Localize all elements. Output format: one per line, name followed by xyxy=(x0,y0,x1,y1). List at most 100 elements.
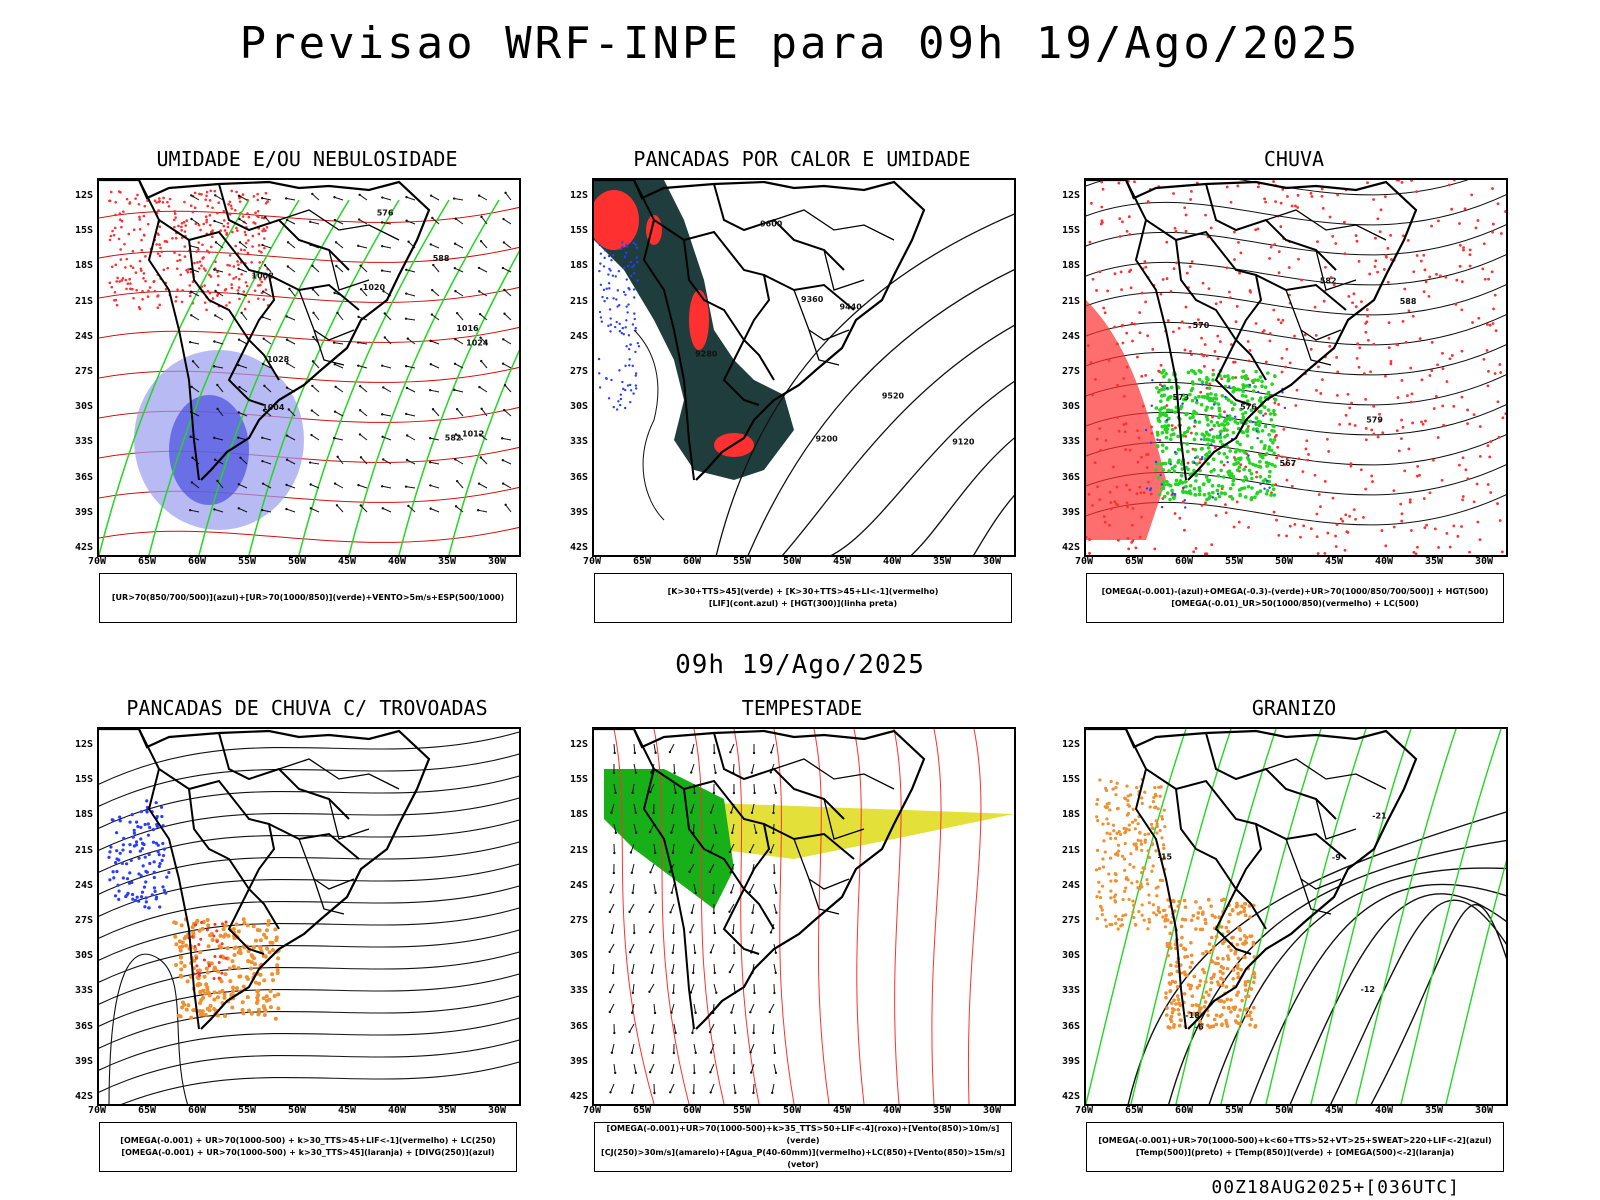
svg-text:-9: -9 xyxy=(1332,853,1341,862)
legend-line: [OMEGA(-0.001) + UR>70(1000-500) + k>30_… xyxy=(120,1136,496,1145)
latitude-tick-label: 27S xyxy=(74,915,93,926)
longitude-tick-label: 35W xyxy=(1424,1105,1444,1116)
longitude-tick-label: 60W xyxy=(187,556,207,567)
longitude-tick-label: 40W xyxy=(1374,1105,1394,1116)
longitude-tick-label: 55W xyxy=(1224,1105,1244,1116)
latitude-tick-label: 18S xyxy=(74,809,93,821)
svg-text:9200: 9200 xyxy=(815,435,838,444)
latitude-tick-label: 39S xyxy=(569,1055,588,1067)
mid-title: 09h 19/Ago/2025 xyxy=(675,650,925,680)
legend-line: [K>30+TTS>45](verde) + [K>30+TTS>45+LI<-… xyxy=(667,587,939,596)
longitude-tick-label: 45W xyxy=(832,556,852,567)
svg-text:588: 588 xyxy=(1400,297,1417,306)
latitude-tick-label: 12S xyxy=(569,739,588,750)
svg-text:567: 567 xyxy=(1280,459,1297,468)
latitude-tick-label: 42S xyxy=(1061,542,1080,553)
legend-line: [CJ(250)>30m/s](amarelo)+[Agua_P(40-60mm… xyxy=(601,1148,1005,1169)
latitude-tick-label: 12S xyxy=(74,739,93,750)
latitude-tick-label: 33S xyxy=(1061,436,1080,448)
latitude-tick-label: 33S xyxy=(569,436,588,448)
latitude-tick-label: 36S xyxy=(569,471,588,483)
longitude-tick-label: 70W xyxy=(87,556,107,567)
panel-title-chuva: CHUVA xyxy=(1263,147,1325,171)
latitude-tick-label: 30S xyxy=(569,401,588,413)
longitude-tick-label: 50W xyxy=(1274,1105,1294,1116)
longitude-tick-label: 70W xyxy=(582,1105,602,1116)
latitude-tick-label: 15S xyxy=(569,774,588,786)
longitude-tick-label: 65W xyxy=(632,556,652,567)
longitude-tick-label: 65W xyxy=(632,1105,652,1116)
latitude-tick-label: 21S xyxy=(74,844,93,856)
longitude-tick-label: 70W xyxy=(1074,556,1094,567)
latitude-tick-label: 33S xyxy=(1061,985,1080,997)
svg-text:1016: 1016 xyxy=(456,324,479,333)
latitude-tick-label: 36S xyxy=(74,471,93,483)
map-plot-granizo: -12 -15 -18 -21 -9 -6 xyxy=(1086,729,1506,1104)
svg-text:582: 582 xyxy=(445,434,462,443)
longitude-tick-label: 60W xyxy=(1174,556,1194,567)
svg-text:-12: -12 xyxy=(1361,985,1375,994)
longitude-tick-label: 35W xyxy=(437,556,457,567)
svg-text:9360: 9360 xyxy=(801,295,824,304)
longitude-tick-label: 60W xyxy=(682,1105,702,1116)
legend-line: [OMEGA(-0.001)-(azul)+OMEGA(-0.3)-(verde… xyxy=(1101,587,1489,596)
latitude-tick-label: 42S xyxy=(569,542,588,553)
map-panel-umidade: 1008 1016 1020 1024 1028 1012 1004 576 582 588 xyxy=(97,178,521,557)
latitude-tick-label: 36S xyxy=(74,1020,93,1032)
longitude-tick-label: 35W xyxy=(932,1105,952,1116)
longitude-tick-label: 50W xyxy=(287,556,307,567)
legend-line: [LIF](cont.azul) + [HGT(300)](linha pret… xyxy=(708,599,898,608)
legend-box-pancadas_calor: [K>30+TTS>45](verde) + [K>30+TTS>45+LI<-… xyxy=(594,573,1012,623)
longitude-tick-label: 45W xyxy=(337,556,357,567)
latitude-tick-label: 21S xyxy=(1061,295,1080,307)
latitude-tick-label: 42S xyxy=(74,1091,93,1102)
latitude-tick-label: 30S xyxy=(1061,401,1080,413)
longitude-tick-label: 70W xyxy=(582,556,602,567)
svg-text:1020: 1020 xyxy=(363,283,386,292)
latitude-tick-label: 42S xyxy=(74,542,93,553)
latitude-tick-label: 21S xyxy=(74,295,93,307)
svg-text:9520: 9520 xyxy=(882,392,905,401)
legend-box-granizo: [OMEGA(-0.001)+UR>70(1000-500)+k<60+TTS>… xyxy=(1086,1122,1504,1172)
longitude-tick-label: 60W xyxy=(1174,1105,1194,1116)
longitude-tick-label: 30W xyxy=(1474,556,1494,567)
longitude-tick-label: 60W xyxy=(187,1105,207,1116)
latitude-tick-label: 24S xyxy=(569,879,588,891)
legend-line: [OMEGA(-0.001)+UR>70(1000-500)+k>35_TTS>… xyxy=(606,1124,1000,1145)
latitude-tick-label: 15S xyxy=(1061,225,1080,237)
map-panel-pancadas_calor: 9600 9520 9440 9360 9280 9200 9120 xyxy=(592,178,1016,557)
panel-title-pancadas_calor: PANCADAS POR CALOR E UMIDADE xyxy=(633,147,971,171)
latitude-tick-label: 33S xyxy=(74,436,93,448)
longitude-tick-label: 45W xyxy=(1324,1105,1344,1116)
latitude-tick-label: 27S xyxy=(1061,915,1080,926)
latitude-tick-label: 18S xyxy=(1061,260,1080,272)
latitude-tick-label: 30S xyxy=(569,950,588,962)
map-panel-tempestade xyxy=(592,727,1016,1106)
legend-line: [OMEGA(-0.001)+UR>70(1000-500)+k<60+TTS>… xyxy=(1098,1136,1492,1145)
svg-text:9280: 9280 xyxy=(695,349,718,358)
latitude-tick-label: 21S xyxy=(569,844,588,856)
latitude-tick-label: 18S xyxy=(569,260,588,272)
latitude-tick-label: 33S xyxy=(74,985,93,997)
legend-box-chuva: [OMEGA(-0.001)-(azul)+OMEGA(-0.3)-(verde… xyxy=(1086,573,1504,623)
longitude-tick-label: 50W xyxy=(1274,556,1294,567)
legend-line: [UR>70(850/700/500)](azul)+[UR>70(1000/8… xyxy=(111,593,505,602)
main-title: Previsao WRF-INPE para 09h 19/Ago/2025 xyxy=(239,18,1361,69)
map-plot-pancadas_calor: 9600 9520 9440 9360 9280 9200 9120 xyxy=(594,180,1014,555)
legend-box-umidade: [UR>70(850/700/500)](azul)+[UR>70(1000/8… xyxy=(99,573,517,623)
latitude-tick-label: 42S xyxy=(1061,1091,1080,1102)
latitude-tick-label: 36S xyxy=(1061,1020,1080,1032)
longitude-tick-label: 55W xyxy=(237,1105,257,1116)
latitude-tick-label: 18S xyxy=(74,260,93,272)
latitude-tick-label: 27S xyxy=(569,366,588,377)
svg-text:576: 576 xyxy=(1240,402,1257,411)
longitude-tick-label: 50W xyxy=(782,1105,802,1116)
svg-text:1028: 1028 xyxy=(267,355,290,364)
latitude-tick-label: 36S xyxy=(569,1020,588,1032)
svg-text:573: 573 xyxy=(1172,393,1189,402)
longitude-tick-label: 35W xyxy=(437,1105,457,1116)
latitude-tick-label: 33S xyxy=(569,985,588,997)
panel-title-umidade: UMIDADE E/OU NEBULOSIDADE xyxy=(156,147,458,171)
latitude-tick-label: 24S xyxy=(1061,330,1080,342)
svg-text:-18: -18 xyxy=(1185,1011,1200,1020)
